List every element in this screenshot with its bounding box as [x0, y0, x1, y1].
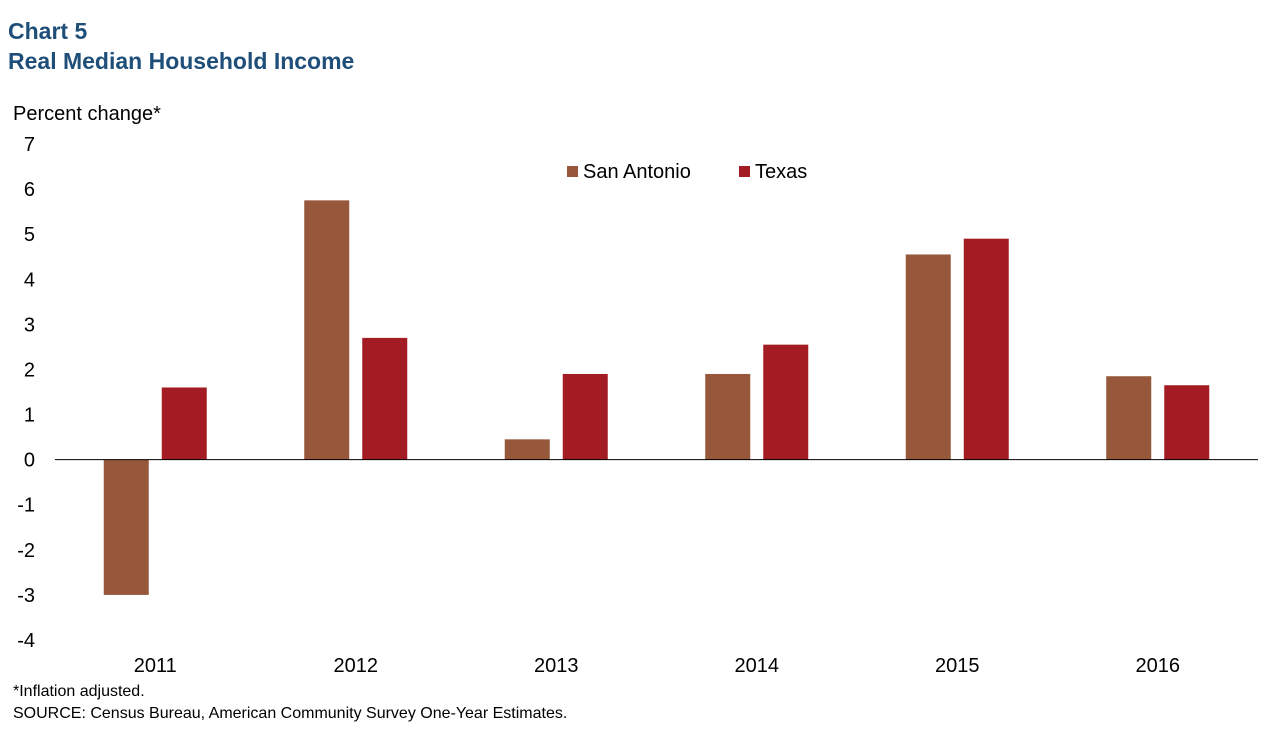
x-tick-label: 2014 — [735, 655, 780, 677]
bar-san-antonio-2016 — [1106, 376, 1152, 460]
y-tick-label: 2 — [24, 359, 35, 381]
bar-texas-2011 — [161, 387, 207, 460]
y-tick-label: -3 — [17, 585, 35, 607]
y-tick-label: 6 — [24, 179, 35, 201]
bar-texas-2012 — [362, 337, 408, 460]
x-tick-labels: 2011 2012 2013 2014 2015 2016 — [134, 655, 1180, 677]
y-tick-label: 7 — [24, 134, 35, 156]
y-tick-labels: 7 6 5 4 3 2 1 0 -1 -2 -3 -4 — [17, 134, 35, 652]
chart-title: Chart 5 — [8, 18, 88, 44]
legend-label: Texas — [755, 161, 807, 183]
y-axis-label: Percent change* — [13, 103, 161, 125]
y-tick-label: 4 — [24, 269, 35, 291]
bars — [103, 200, 1210, 595]
y-tick-label: -2 — [17, 540, 35, 562]
x-tick-label: 2012 — [334, 655, 379, 677]
legend-swatch-texas — [739, 166, 750, 177]
bar-san-antonio-2013 — [504, 439, 550, 460]
x-tick-label: 2011 — [134, 655, 177, 677]
legend-swatch-san-antonio — [567, 166, 578, 177]
bar-san-antonio-2011 — [103, 459, 149, 595]
chart-subtitle: Real Median Household Income — [8, 48, 355, 74]
bar-san-antonio-2015 — [905, 254, 951, 460]
bar-texas-2014 — [763, 344, 809, 460]
x-tick-label: 2013 — [534, 655, 579, 677]
y-tick-label: -4 — [17, 630, 35, 652]
bar-texas-2016 — [1164, 385, 1210, 460]
footnote: *Inflation adjusted. — [13, 683, 145, 700]
bar-texas-2013 — [562, 373, 608, 460]
y-tick-label: 3 — [24, 314, 35, 336]
legend-label: San Antonio — [583, 161, 691, 183]
legend: San Antonio Texas — [567, 161, 807, 183]
y-tick-label: -1 — [17, 495, 35, 517]
bar-san-antonio-2014 — [705, 373, 751, 460]
x-tick-label: 2016 — [1136, 655, 1181, 677]
bar-san-antonio-2012 — [304, 200, 350, 460]
source-note: SOURCE: Census Bureau, American Communit… — [13, 705, 568, 722]
y-tick-label: 1 — [24, 405, 35, 427]
y-tick-label: 0 — [24, 450, 35, 472]
y-tick-label: 5 — [24, 224, 35, 246]
x-tick-label: 2015 — [935, 655, 980, 677]
bar-texas-2015 — [963, 238, 1009, 460]
